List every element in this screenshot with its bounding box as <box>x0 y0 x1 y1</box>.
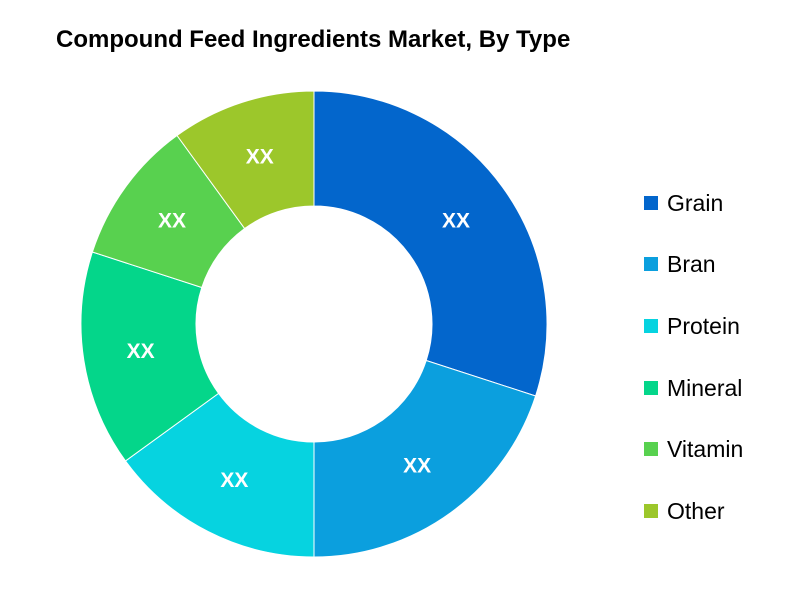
data-label-bran: XX <box>403 454 431 477</box>
data-label-mineral: XX <box>127 340 155 363</box>
legend-item-protein: Protein <box>644 295 743 357</box>
legend-swatch-other <box>644 503 658 518</box>
legend-swatch-bran <box>644 257 658 272</box>
legend-item-other: Other <box>644 480 743 542</box>
data-label-protein: XX <box>220 469 248 492</box>
legend-item-grain: Grain <box>644 172 743 234</box>
legend: Grain Bran Protein Mineral Vitamin Other <box>644 172 743 542</box>
legend-item-bran: Bran <box>644 234 743 296</box>
slice-other <box>176 90 315 230</box>
data-label-other: XX <box>246 146 274 169</box>
legend-label-mineral: Mineral <box>667 374 743 401</box>
data-label-vitamin: XX <box>158 209 186 232</box>
donut-slices <box>80 90 548 558</box>
legend-swatch-mineral <box>644 380 658 395</box>
slice-protein <box>124 392 315 558</box>
legend-label-grain: Grain <box>667 189 724 216</box>
data-label-grain: XX <box>442 209 470 232</box>
legend-label-bran: Bran <box>667 251 716 278</box>
slice-grain <box>313 90 548 397</box>
legend-label-vitamin: Vitamin <box>667 436 744 463</box>
legend-swatch-protein <box>644 318 658 333</box>
legend-label-protein: Protein <box>667 312 740 339</box>
legend-swatch-vitamin <box>644 442 658 457</box>
donut-data-labels: XX XX XX XX XX XX <box>127 146 470 492</box>
legend-item-mineral: Mineral <box>644 357 743 419</box>
legend-item-vitamin: Vitamin <box>644 418 743 480</box>
legend-swatch-grain <box>644 195 658 210</box>
chart-title: Compound Feed Ingredients Market, By Typ… <box>56 26 571 53</box>
slice-mineral <box>80 251 220 462</box>
slice-bran <box>313 359 537 558</box>
legend-label-other: Other <box>667 497 725 524</box>
